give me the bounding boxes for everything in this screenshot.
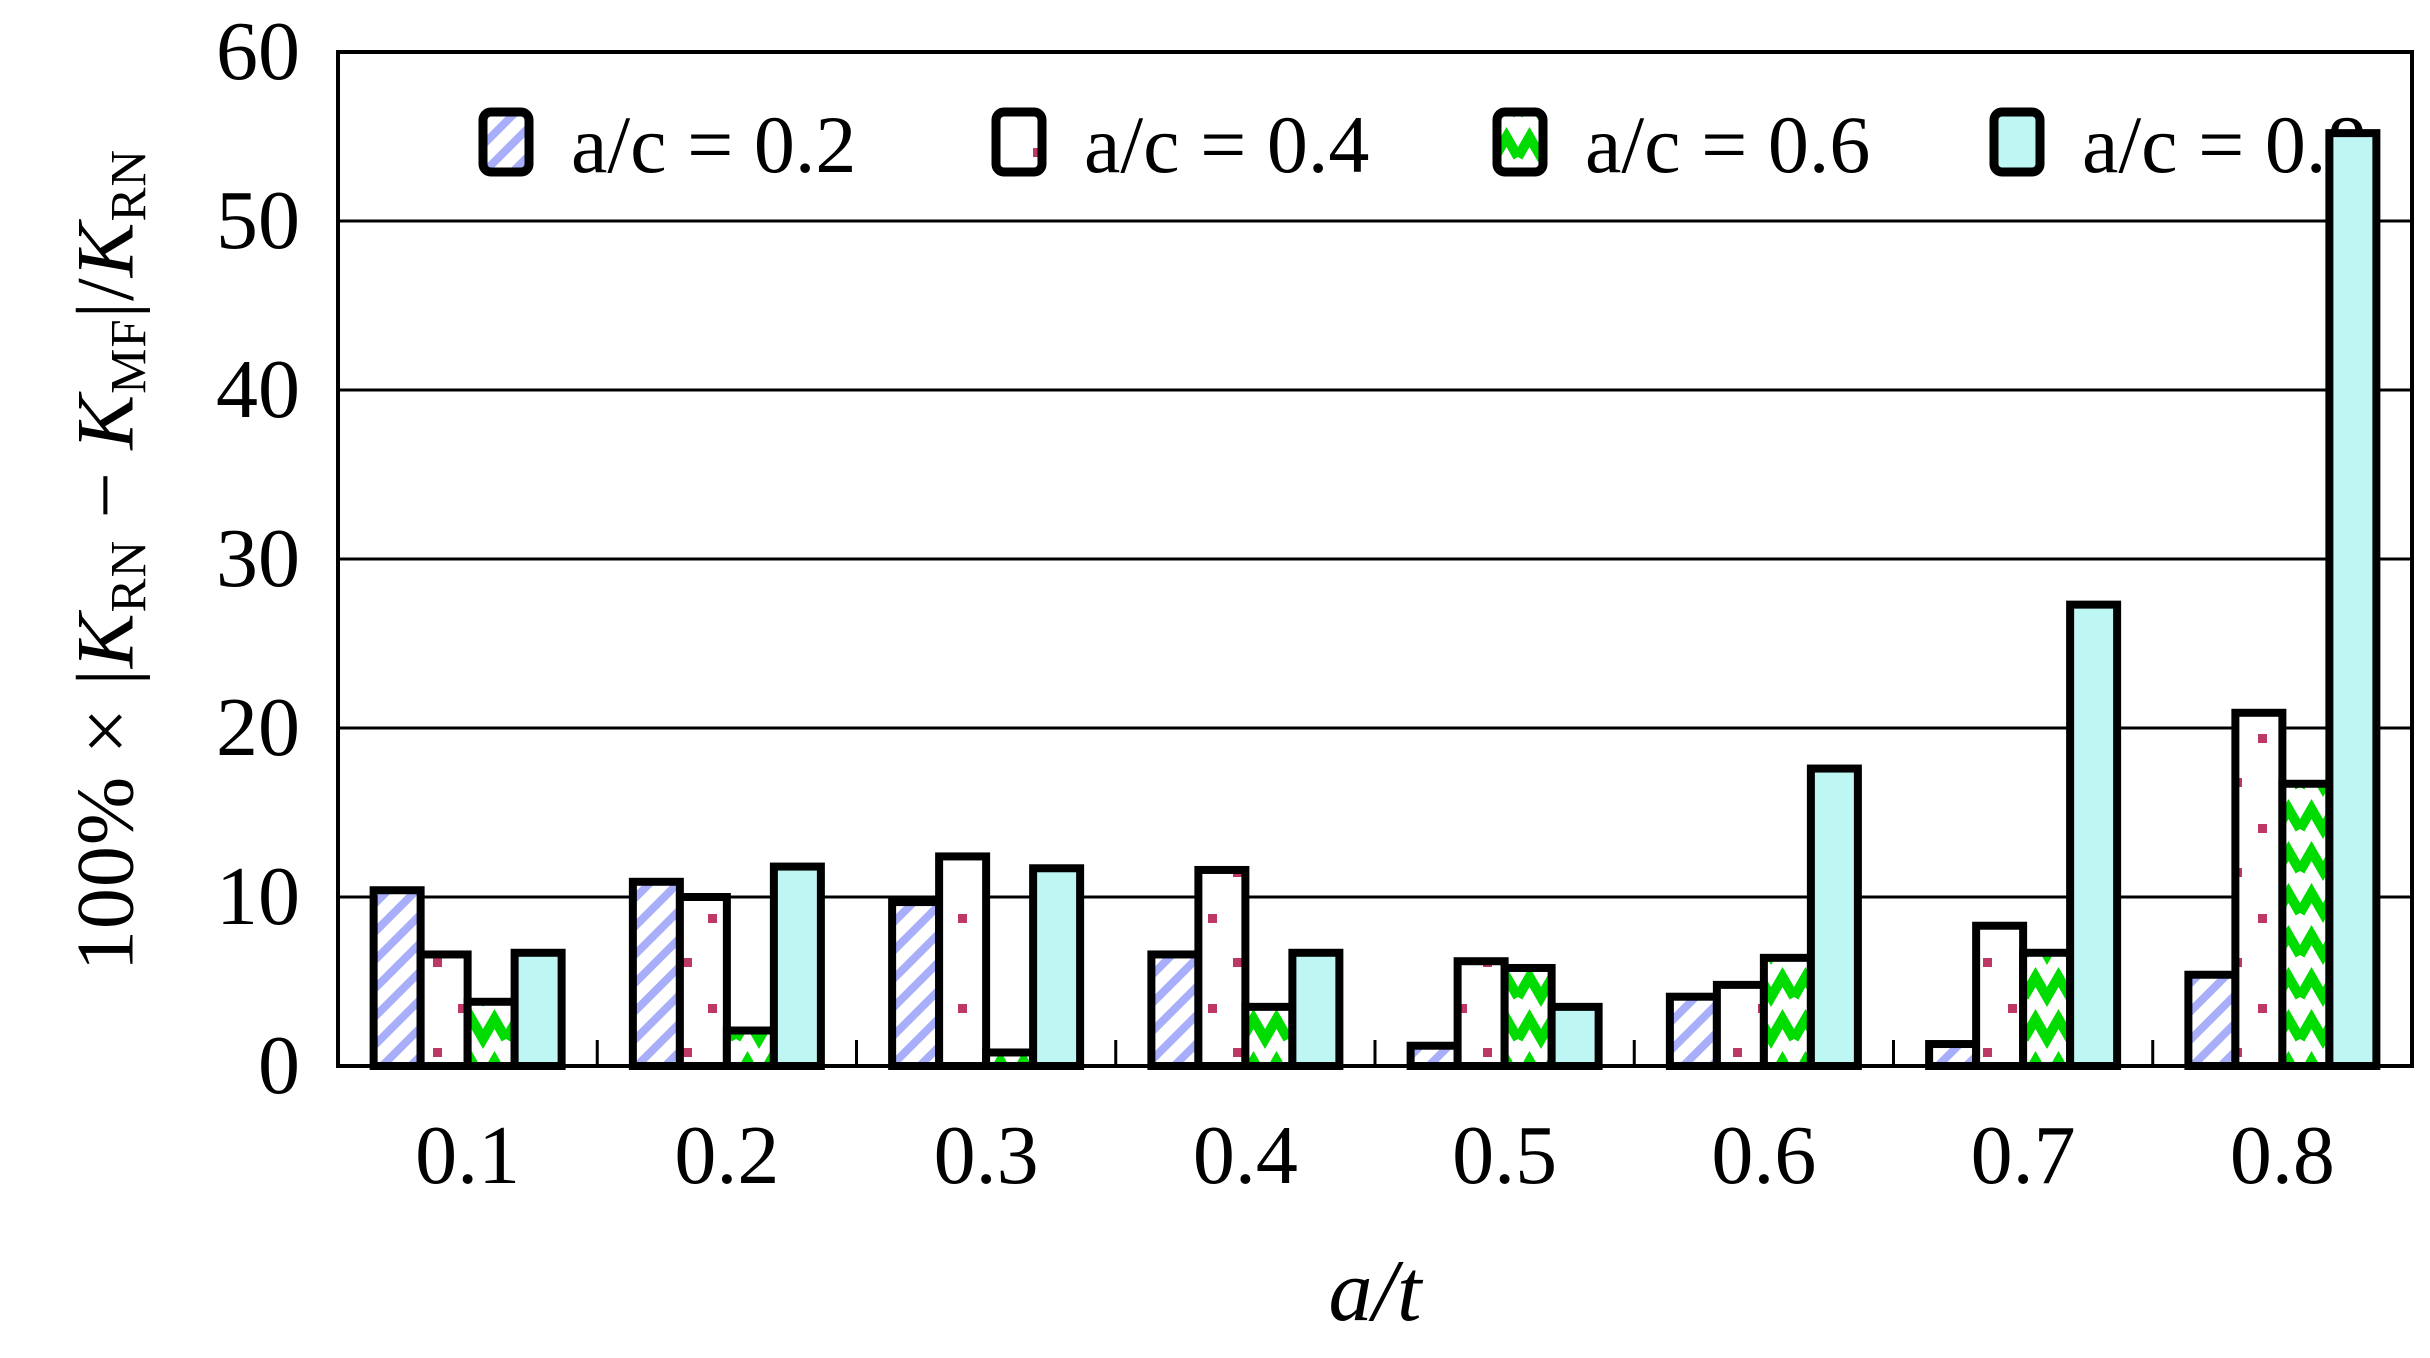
bar-s1-0.8	[2184, 970, 2240, 1070]
legend-label: a/c = 0.6	[1585, 99, 1870, 190]
bar-s4-0.5	[1547, 1002, 1603, 1070]
x-tick-label-0.3: 0.3	[933, 1109, 1039, 1202]
bar-s3-0.2	[722, 1026, 778, 1071]
x-tick-label-0.2: 0.2	[674, 1109, 780, 1202]
bar-s2-0.8	[2231, 708, 2287, 1070]
bar-s4-0.4	[1288, 948, 1344, 1071]
bar-s2-0.5	[1453, 957, 1509, 1070]
legend-swatch	[1492, 107, 1548, 177]
x-tick-label-0.7: 0.7	[1970, 1109, 2076, 1202]
bar-s1-0.4	[1147, 950, 1203, 1071]
x-tick-label-0.5: 0.5	[1452, 1109, 1558, 1202]
legend-swatch	[991, 107, 1047, 177]
bar-s3-0.7	[2019, 948, 2075, 1071]
y-tick-label-40: 40	[216, 343, 300, 436]
x-tick-label-0.4: 0.4	[1192, 1109, 1298, 1202]
bar-s1-0.5	[1406, 1041, 1462, 1070]
bar-s4-0.3	[1029, 864, 1085, 1071]
y-axis-title-part: K	[59, 612, 151, 669]
bar-s3-0.5	[1500, 963, 1556, 1070]
legend-item: a/c = 0.8	[1989, 99, 2367, 190]
bar-s2-0.6	[1712, 980, 1768, 1071]
bar-s2-0.4	[1194, 865, 1250, 1071]
bar-s1-0.7	[1925, 1040, 1981, 1071]
bar-s2-0.2	[675, 893, 731, 1070]
x-tick-label-0.1: 0.1	[415, 1109, 521, 1202]
x-tick-label-0.8: 0.8	[2229, 1109, 2335, 1202]
x-tick-label-0.6: 0.6	[1711, 1109, 1817, 1202]
bar-s4-0.2	[769, 862, 825, 1071]
y-axis-title-part: |/	[59, 277, 151, 319]
bar-s2-0.7	[1972, 921, 2028, 1070]
bar-s4-0.6	[1806, 764, 1862, 1070]
legend-item: a/c = 0.6	[1492, 99, 1870, 190]
bar-s3-0.3	[982, 1048, 1038, 1070]
bar-s4-0.1	[510, 948, 566, 1071]
legend-label: a/c = 0.2	[571, 99, 856, 190]
x-axis-title: a/t	[1225, 1232, 1525, 1352]
legend-item: a/c = 0.2	[478, 99, 856, 190]
legend-swatch	[478, 107, 534, 177]
bar-s3-0.6	[1759, 953, 1815, 1071]
bar-s4-0.7	[2066, 600, 2122, 1070]
bar-s2-0.3	[935, 852, 991, 1070]
y-tick-label-60: 60	[216, 5, 300, 98]
legend-swatch	[1989, 107, 2045, 177]
bar-s1-0.1	[369, 886, 425, 1070]
y-tick-label-50: 50	[216, 174, 300, 267]
legend-label: a/c = 0.4	[1084, 99, 1369, 190]
bar-s3-0.1	[463, 997, 519, 1071]
bar-s3-0.8	[2278, 779, 2334, 1071]
bar-s1-0.3	[888, 898, 944, 1070]
y-tick-label-20: 20	[216, 681, 300, 774]
y-tick-label-30: 30	[216, 512, 300, 605]
y-tick-label-10: 10	[216, 850, 300, 943]
x-axis-title-text: a/t	[1328, 1243, 1422, 1340]
legend-item: a/c = 0.4	[991, 99, 1369, 190]
bar-s2-0.1	[416, 950, 472, 1071]
bar-s3-0.4	[1241, 1002, 1297, 1070]
bar-s1-0.6	[1665, 992, 1721, 1071]
bar-s1-0.2	[628, 877, 684, 1070]
legend-label: a/c = 0.8	[2082, 99, 2367, 190]
bar-s4-0.8	[2325, 129, 2381, 1070]
y-tick-label-0: 0	[258, 1019, 300, 1112]
